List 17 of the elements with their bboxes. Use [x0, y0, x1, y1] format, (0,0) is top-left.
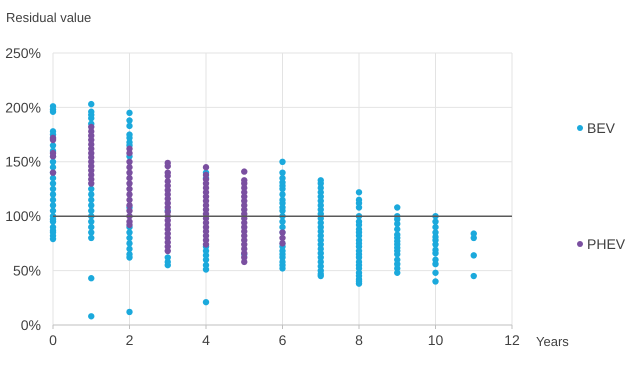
- y-tick-label: 0%: [20, 316, 41, 333]
- y-tick-label: 50%: [12, 262, 41, 278]
- y-tick-label: 200%: [5, 99, 41, 116]
- y-axis-title: Residual value: [6, 10, 92, 25]
- x-tick-label: 12: [504, 332, 520, 348]
- legend-label: BEV: [587, 120, 616, 136]
- x-tick-label: 8: [355, 332, 364, 348]
- x-tick-label: 2: [126, 332, 134, 348]
- x-tick-label: 0: [49, 332, 58, 348]
- y-tick-label: 150%: [5, 154, 41, 170]
- x-axis-title: Years: [536, 334, 570, 349]
- legend-label: PHEV: [587, 236, 626, 252]
- y-tick-label: 100%: [5, 208, 41, 224]
- y-tick-label: 250%: [5, 44, 41, 61]
- x-tick-label: 10: [428, 332, 444, 348]
- x-tick-label: 4: [202, 332, 210, 348]
- x-tick-label: 6: [278, 332, 287, 348]
